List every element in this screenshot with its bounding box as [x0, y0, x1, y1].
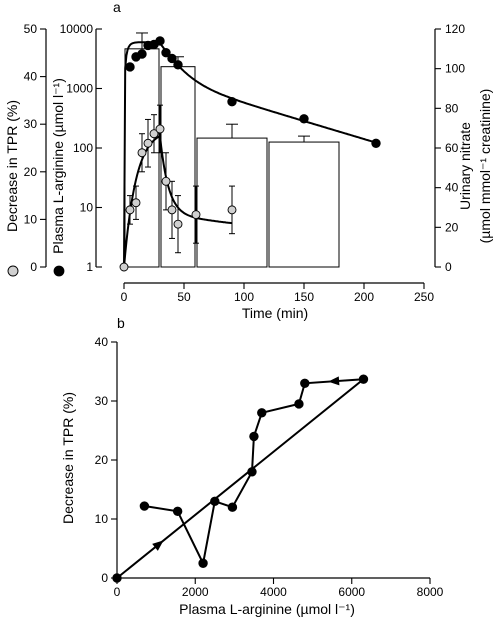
panel-a-left-inner-tick-label: 10000	[60, 22, 94, 36]
panel-b-y-tick-label: 0	[101, 571, 108, 585]
tpr-point	[155, 124, 165, 134]
loop-direction-arrow	[152, 540, 164, 551]
arginine-point	[161, 47, 171, 58]
panel-b-label: b	[117, 315, 125, 331]
panel-a-right-tick-label: 80	[445, 101, 459, 115]
arginine-point	[167, 53, 177, 64]
arginine-point	[371, 138, 381, 148]
panel-b-y-tick-label: 30	[95, 394, 109, 408]
arginine-point	[299, 114, 309, 124]
tpr-point	[131, 198, 141, 208]
panel-a-x-tick-label: 100	[234, 290, 254, 304]
arginine-point	[155, 36, 165, 46]
loop-point	[249, 431, 259, 442]
panel-b-x-axis-title: Plasma L-arginine (µmol l⁻¹)	[179, 601, 355, 617]
loop-point	[294, 399, 304, 409]
panel-a-x-tick-label: 200	[354, 290, 374, 304]
loop-point	[227, 502, 238, 512]
tpr-point	[149, 129, 159, 139]
panel-b-y-tick-label: 20	[95, 453, 109, 467]
panel-a-left-outer-tick-label: 0	[30, 260, 37, 274]
panel-a-left-inner-tick-label: 100	[73, 141, 93, 155]
panel-a-right-tick-label: 40	[445, 181, 459, 195]
panel-a-x-axis-title: Time (min)	[242, 305, 308, 321]
panel-b-y-axis-title: Decrease in TPR (%)	[60, 392, 76, 524]
panel-a-right-axis-title-line1: Urinary nitrate	[457, 122, 473, 210]
loop-point	[112, 573, 122, 583]
panel-a-right-tick-label: 60	[445, 141, 459, 155]
panel-a-x-tick-label: 250	[414, 290, 434, 304]
panel-a-right-tick-label: 20	[445, 220, 459, 234]
panel-a-x-tick-label: 0	[121, 290, 128, 304]
tpr-point	[143, 138, 153, 148]
panel-a-plot: 0102030405011010010001000002040608010012…	[24, 22, 466, 304]
loop-point	[247, 467, 257, 477]
tpr-point	[119, 262, 129, 272]
panel-b-plot: 0 10 20 30 40 0 2000 4000 6000 8000	[95, 335, 444, 599]
tpr-point	[167, 205, 177, 215]
loop-point	[172, 506, 183, 517]
panel-a-left-outer-tick-label: 50	[24, 22, 38, 36]
legend-filled-circle-marker	[53, 265, 65, 277]
panel-a-left-outer-tick-label: 30	[24, 117, 38, 131]
loop-point	[210, 496, 220, 507]
panel-a-left-inner-axis-title: Plasma L-arginine (µmol l⁻¹)	[50, 78, 66, 254]
loop-point	[300, 378, 310, 389]
tpr-point	[227, 205, 237, 215]
panel-b-y-tick-label: 40	[95, 335, 109, 349]
arginine-point	[173, 60, 183, 70]
tpr-point	[191, 210, 201, 220]
arginine-point	[125, 62, 135, 72]
panel-b-x-tick-label: 2000	[182, 585, 209, 599]
panel-a-left-inner-tick-label: 10	[80, 201, 94, 215]
loop-direction-arrow	[328, 376, 340, 386]
panel-a-left-outer-tick-label: 20	[24, 165, 38, 179]
panel-a-right-tick-label: 120	[445, 22, 465, 36]
panel-a-left-inner-tick-label: 1	[86, 260, 93, 274]
loop-point	[358, 374, 369, 384]
panel-a-right-tick-label: 100	[445, 62, 465, 76]
panel-a-label: a	[113, 0, 121, 15]
panel-b-x-tick-label: 0	[114, 585, 121, 599]
panel-b-x-tick-label: 8000	[417, 585, 444, 599]
panel-b-y-tick-label: 10	[95, 512, 109, 526]
panel-b-x-tick-label: 4000	[260, 585, 287, 599]
hysteresis-loop-line	[116, 377, 367, 579]
loop-point	[257, 408, 267, 418]
arginine-point	[227, 96, 237, 107]
panel-a-right-tick-label: 0	[445, 260, 452, 274]
tpr-point	[161, 176, 171, 186]
nitrate-bar	[268, 141, 340, 268]
arginine-point	[137, 49, 147, 59]
panel-a-left-outer-tick-label: 40	[24, 70, 38, 84]
panel-a-right-axis-title-line2: (µmol mmol⁻¹ creatinine)	[477, 89, 493, 244]
loop-point	[198, 558, 208, 568]
panel-b-x-tick-label: 6000	[338, 585, 365, 599]
panel-a-left-inner-tick-label: 1000	[66, 82, 93, 96]
panel-a-x-tick-label: 50	[177, 290, 191, 304]
panel-a-left-outer-tick-label: 10	[24, 212, 38, 226]
panel-a-left-outer-axis-title: Decrease in TPR (%)	[4, 100, 20, 232]
tpr-point	[137, 148, 147, 158]
loop-point	[139, 501, 150, 511]
legend-open-circle-marker	[7, 265, 19, 277]
panel-a-x-tick-label: 150	[294, 290, 314, 304]
tpr-point	[173, 219, 183, 229]
tpr-point	[125, 205, 135, 215]
